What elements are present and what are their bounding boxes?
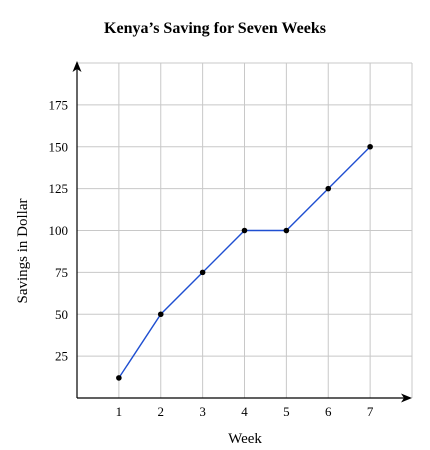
tick-labels: 1 2 3 4 5 6 7 25 50 75 100 125 150 175	[49, 97, 374, 419]
x-axis-arrow-icon	[401, 393, 412, 403]
y-axis-arrow-icon	[72, 61, 82, 72]
x-tick-label: 5	[283, 404, 290, 419]
data-point	[325, 185, 332, 192]
y-tick-label: 75	[55, 265, 68, 280]
series	[116, 143, 373, 381]
x-tick-label: 1	[116, 404, 123, 419]
x-tick-label: 6	[325, 404, 332, 419]
data-point	[116, 375, 122, 381]
data-point	[199, 269, 206, 276]
data-point	[241, 227, 248, 234]
x-tick-label: 4	[241, 404, 248, 419]
y-axis-label: Savings in Dollar	[15, 199, 31, 304]
y-tick-label: 175	[49, 97, 69, 112]
x-tick-label: 7	[367, 404, 374, 419]
chart-title: Kenya’s Saving for Seven Weeks	[104, 20, 326, 37]
y-tick-label: 50	[55, 307, 68, 322]
x-tick-label: 3	[199, 404, 206, 419]
data-point	[157, 311, 164, 318]
y-tick-label: 25	[55, 349, 68, 364]
y-tick-label: 125	[49, 181, 69, 196]
y-tick-label: 150	[49, 139, 69, 154]
data-point	[283, 227, 290, 234]
axes	[72, 61, 412, 403]
axis-labels: Week Savings in Dollar	[15, 199, 262, 448]
y-tick-label: 100	[49, 223, 69, 238]
data-point	[367, 143, 373, 150]
x-tick-label: 2	[158, 404, 165, 419]
x-axis-label: Week	[228, 431, 262, 447]
